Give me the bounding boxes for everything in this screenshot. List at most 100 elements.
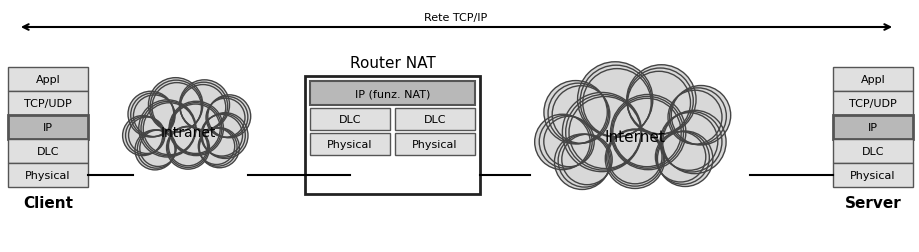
Circle shape — [548, 84, 608, 144]
Circle shape — [140, 131, 176, 167]
Bar — [310, 109, 390, 131]
Text: Appl: Appl — [36, 75, 61, 85]
Circle shape — [180, 83, 228, 131]
Circle shape — [129, 118, 165, 154]
Circle shape — [663, 111, 726, 174]
Circle shape — [566, 95, 641, 170]
Text: Physical: Physical — [413, 139, 458, 149]
Circle shape — [628, 72, 690, 135]
Circle shape — [610, 95, 686, 170]
Circle shape — [655, 132, 706, 182]
Circle shape — [141, 102, 196, 156]
Text: Rete TCP/IP: Rete TCP/IP — [425, 13, 488, 23]
Bar — [310, 134, 390, 155]
Circle shape — [554, 135, 610, 190]
Text: TCP/UDP: TCP/UDP — [849, 99, 897, 109]
Text: Internet: Internet — [605, 130, 665, 145]
Bar — [833, 68, 913, 92]
Text: Client: Client — [23, 196, 73, 211]
Text: IP (funz. NAT): IP (funz. NAT) — [355, 89, 430, 99]
Text: IP: IP — [868, 122, 878, 133]
Circle shape — [171, 105, 221, 154]
Text: DLC: DLC — [37, 146, 59, 156]
Circle shape — [660, 113, 718, 171]
Circle shape — [562, 135, 612, 185]
Circle shape — [656, 132, 709, 184]
Circle shape — [202, 113, 248, 159]
Bar — [833, 139, 913, 163]
Circle shape — [606, 130, 664, 189]
Circle shape — [577, 62, 652, 137]
Circle shape — [166, 127, 210, 170]
Circle shape — [150, 81, 202, 133]
Text: IP: IP — [43, 122, 53, 133]
Circle shape — [627, 69, 693, 135]
Circle shape — [122, 116, 163, 156]
Bar — [8, 139, 88, 163]
Text: DLC: DLC — [339, 115, 361, 124]
Circle shape — [139, 101, 196, 158]
Text: Physical: Physical — [25, 170, 71, 180]
Circle shape — [544, 117, 595, 167]
Text: Intranet: Intranet — [160, 125, 216, 139]
Circle shape — [668, 91, 722, 145]
Circle shape — [179, 80, 230, 130]
Circle shape — [126, 117, 164, 155]
Circle shape — [128, 92, 174, 137]
Circle shape — [569, 97, 641, 169]
Circle shape — [613, 99, 681, 167]
Circle shape — [627, 66, 696, 135]
Circle shape — [544, 81, 607, 144]
Circle shape — [612, 97, 684, 169]
Circle shape — [180, 85, 226, 131]
Text: Physical: Physical — [327, 139, 373, 149]
Text: Physical: Physical — [850, 170, 896, 180]
Circle shape — [671, 86, 731, 145]
Text: DLC: DLC — [424, 115, 447, 124]
Bar — [8, 115, 88, 139]
Circle shape — [152, 83, 201, 133]
Circle shape — [207, 97, 248, 138]
Text: DLC: DLC — [862, 146, 884, 156]
Bar — [8, 92, 88, 115]
Circle shape — [670, 88, 726, 145]
Circle shape — [558, 135, 611, 187]
Circle shape — [130, 94, 175, 137]
Circle shape — [199, 129, 237, 167]
Circle shape — [201, 115, 243, 156]
Circle shape — [137, 131, 176, 169]
Circle shape — [608, 130, 662, 184]
Circle shape — [199, 128, 239, 168]
Circle shape — [133, 96, 175, 137]
Circle shape — [199, 129, 234, 165]
Circle shape — [135, 130, 175, 170]
Bar — [395, 134, 475, 155]
Circle shape — [149, 78, 203, 133]
Circle shape — [170, 103, 221, 155]
Bar — [310, 82, 475, 106]
Circle shape — [167, 127, 209, 168]
Text: Appl: Appl — [860, 75, 885, 85]
Circle shape — [583, 69, 652, 137]
Bar — [833, 115, 913, 139]
Circle shape — [539, 116, 592, 169]
Circle shape — [662, 112, 722, 172]
Circle shape — [562, 93, 641, 172]
Bar — [8, 163, 88, 187]
Circle shape — [169, 102, 223, 156]
Circle shape — [535, 115, 590, 170]
Text: Server: Server — [845, 196, 902, 211]
Circle shape — [168, 127, 208, 166]
Circle shape — [201, 114, 245, 158]
Circle shape — [580, 66, 652, 137]
Circle shape — [552, 86, 610, 144]
Circle shape — [206, 99, 245, 138]
Bar — [305, 77, 480, 194]
Circle shape — [143, 103, 195, 155]
Circle shape — [657, 132, 713, 187]
Bar — [8, 68, 88, 92]
Text: TCP/UDP: TCP/UDP — [24, 99, 72, 109]
Bar — [833, 92, 913, 115]
Bar — [833, 163, 913, 187]
Circle shape — [607, 130, 664, 186]
